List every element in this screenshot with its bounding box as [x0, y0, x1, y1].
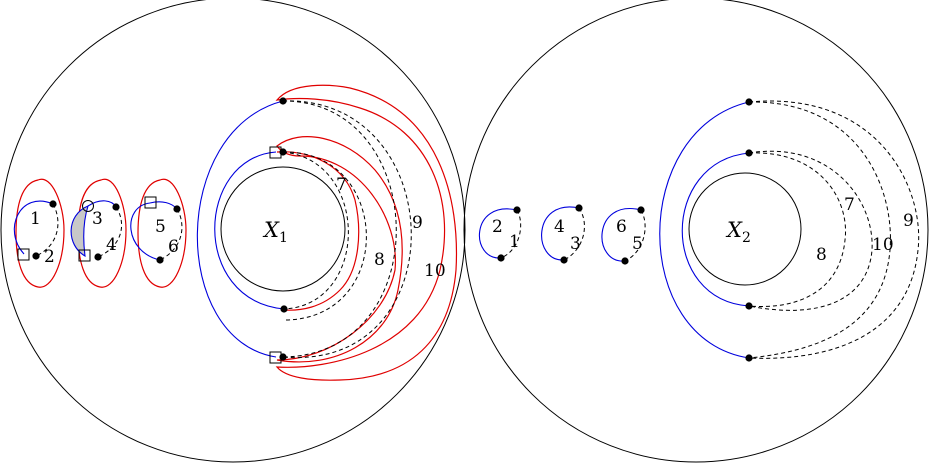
marked-point [745, 98, 753, 106]
blue-arc-outer [659, 101, 750, 359]
marked-point [637, 206, 645, 214]
left-big-arcs: 7 8 9 10 [196, 84, 458, 381]
dashed-arc-8 [748, 150, 873, 311]
arc-label: 10 [872, 235, 894, 255]
square-marker [17, 248, 30, 261]
right-pair-4-3: 4 3 [541, 204, 585, 264]
marked-point [621, 257, 629, 265]
dashed-arc-7 [748, 152, 847, 307]
arc-label: 8 [374, 250, 385, 270]
marked-point [745, 302, 753, 310]
arc-label: 2 [492, 217, 503, 237]
arc-label: 9 [903, 211, 914, 231]
dashed-arc-4-3 [563, 207, 585, 261]
left-pair-1-2: 1 2 [13, 178, 65, 288]
dashed-arc-7 [282, 151, 349, 310]
arc-label: 6 [616, 217, 627, 237]
marked-point [497, 254, 505, 262]
arc-label: 9 [412, 213, 423, 233]
right-pair-2-1: 2 1 [479, 206, 522, 262]
left-hole-x1 [220, 166, 346, 292]
right-pair-6-5: 6 5 [601, 206, 646, 265]
red-loop-3-4 [77, 178, 127, 288]
arc-label: 4 [106, 235, 117, 255]
blue-arc-inner [214, 151, 285, 310]
circle-marker [82, 200, 94, 212]
left-disk: X1 1 2 3 4 [0, 0, 466, 463]
shaded-region [70, 205, 89, 258]
left-outer-boundary [0, 0, 466, 463]
blue-arc-6-5 [601, 208, 642, 262]
dashed-arc-1-2 [35, 203, 59, 257]
square-marker [78, 249, 91, 262]
left-hole-label: X1 [262, 218, 288, 246]
blue-arc-4-3 [541, 206, 580, 261]
left-pair-5-6: 5 6 [130, 178, 187, 288]
blue-arc-5-6 [130, 202, 161, 261]
marked-point [279, 97, 287, 105]
dashed-arc-9 [748, 100, 920, 359]
arc-label: 7 [844, 195, 855, 215]
dashed-arc-9 [282, 100, 397, 358]
marked-point [279, 353, 287, 361]
marked-point [156, 256, 164, 264]
red-curve-mid [276, 151, 360, 311]
right-outer-boundary [463, 0, 929, 463]
marked-point [513, 206, 521, 214]
arc-label: 1 [509, 232, 520, 252]
arc-label: 5 [155, 217, 166, 237]
blue-arc-inner [681, 152, 750, 307]
right-disk: X2 2 1 4 3 6 5 [463, 0, 929, 463]
marked-point [112, 203, 120, 211]
arc-label: 2 [44, 247, 55, 267]
right-big-arcs: 7 8 10 9 [659, 98, 920, 362]
arc-label: 4 [554, 217, 565, 237]
arc-label: 10 [424, 261, 446, 281]
blue-arc-1-2 [13, 200, 54, 255]
red-curve-outer [275, 84, 458, 381]
arc-label: 5 [632, 234, 643, 254]
marked-point [745, 149, 753, 157]
dashed-arc-8 [282, 151, 367, 321]
blue-arc-2-1 [479, 208, 518, 259]
arc-label: 7 [336, 175, 347, 195]
marked-point [745, 354, 753, 362]
red-loop-1-2 [15, 178, 65, 288]
red-curve-inner [276, 136, 403, 363]
arc-label: 3 [92, 209, 103, 229]
red-loop-5-6 [137, 178, 187, 288]
marked-point [575, 204, 583, 212]
marked-point [560, 256, 568, 264]
right-hole-x2 [688, 172, 802, 286]
arc-label: 3 [570, 234, 581, 254]
left-pair-3-4: 3 4 [70, 178, 127, 288]
square-marker [269, 146, 282, 159]
dashed-arc-10 [748, 101, 891, 359]
arc-label: 8 [816, 245, 827, 265]
marked-point [280, 305, 288, 313]
square-marker [144, 196, 157, 209]
arc-label: 6 [168, 237, 179, 257]
marked-point [94, 253, 102, 261]
dashed-arc-6-5 [624, 209, 646, 262]
marked-point [32, 252, 40, 260]
marked-point [173, 205, 181, 213]
marked-point [279, 148, 287, 156]
right-hole-label: X2 [725, 218, 751, 246]
marked-point [49, 200, 57, 208]
arc-label: 1 [30, 209, 41, 229]
blue-arc-outer [196, 100, 284, 358]
square-marker [269, 351, 282, 364]
dashed-arc-10 [282, 100, 412, 358]
dashed-arc-2-1 [500, 209, 522, 259]
